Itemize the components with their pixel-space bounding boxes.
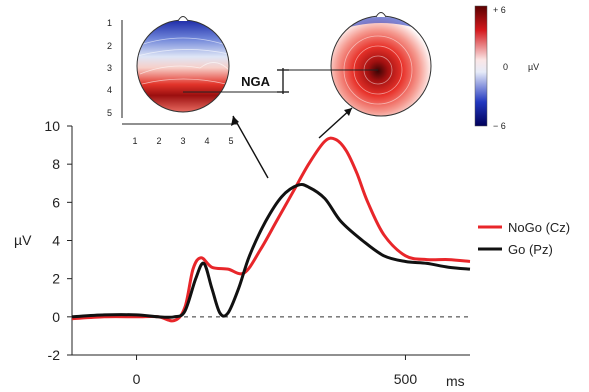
left-map-xtick: 3 bbox=[180, 136, 185, 146]
peak-arrows bbox=[231, 107, 353, 179]
arrow-to-left-map bbox=[232, 115, 269, 179]
topomap-left: 1 2 3 4 5 1 2 3 4 5 bbox=[107, 16, 238, 146]
nga-label: NGA bbox=[241, 74, 271, 89]
series-line-go-pz bbox=[71, 182, 471, 319]
left-map-x-ticks: 1 2 3 4 5 bbox=[132, 136, 233, 146]
y-tick-label: 0 bbox=[52, 309, 60, 325]
x-ticks: 0 500 bbox=[133, 355, 418, 387]
scalp-map-right bbox=[331, 16, 431, 116]
colorbar-max-label: + 6 bbox=[493, 5, 506, 15]
left-map-xtick: 4 bbox=[204, 136, 209, 146]
colorbar-min-label: − 6 bbox=[493, 121, 506, 131]
left-map-y-ticks: 1 2 3 4 5 bbox=[107, 18, 112, 118]
colorbar-unit: µV bbox=[528, 62, 539, 72]
y-tick-label: 8 bbox=[52, 156, 60, 172]
y-tick-label: -2 bbox=[48, 347, 61, 363]
y-axis-label: µV bbox=[14, 232, 32, 248]
series-line-nogo-cz bbox=[71, 136, 471, 323]
left-map-xtick: 2 bbox=[156, 136, 161, 146]
y-tick-label: 6 bbox=[52, 194, 60, 210]
nose-left bbox=[177, 16, 189, 22]
colorbar-mid-label: 0 bbox=[503, 62, 508, 72]
left-map-ytick: 5 bbox=[107, 108, 112, 118]
left-map-ytick: 4 bbox=[107, 85, 112, 95]
arrowhead-left bbox=[231, 116, 239, 126]
x-tick-label: 500 bbox=[394, 371, 418, 387]
y-tick-label: 4 bbox=[52, 233, 60, 249]
legend-label-go: Go (Pz) bbox=[508, 242, 553, 257]
y-tick-label: 2 bbox=[52, 271, 60, 287]
x-axis-label: ms bbox=[446, 373, 465, 389]
colorbar: + 6 0 µV − 6 bbox=[474, 5, 539, 131]
legend: NoGo (Cz) Go (Pz) bbox=[478, 220, 570, 257]
x-tick-label: 0 bbox=[133, 371, 141, 387]
left-map-ytick: 2 bbox=[107, 41, 112, 51]
y-ticks: -2 0 2 4 6 8 10 bbox=[44, 118, 72, 363]
series-lines bbox=[71, 136, 471, 323]
topomap-right bbox=[330, 12, 432, 117]
legend-label-nogo: NoGo (Cz) bbox=[508, 220, 570, 235]
left-map-xtick: 5 bbox=[228, 136, 233, 146]
colorbar-gradient bbox=[474, 5, 488, 127]
nga-annotation: NGA bbox=[183, 68, 378, 94]
y-tick-label: 10 bbox=[44, 118, 60, 134]
left-map-ytick: 1 bbox=[107, 18, 112, 28]
arrowhead-right bbox=[344, 108, 352, 116]
nose-right bbox=[375, 12, 387, 18]
contour-lines-left bbox=[137, 37, 229, 85]
left-map-xtick: 1 bbox=[132, 136, 137, 146]
left-map-ytick: 3 bbox=[107, 63, 112, 73]
chart-axes bbox=[71, 126, 470, 356]
